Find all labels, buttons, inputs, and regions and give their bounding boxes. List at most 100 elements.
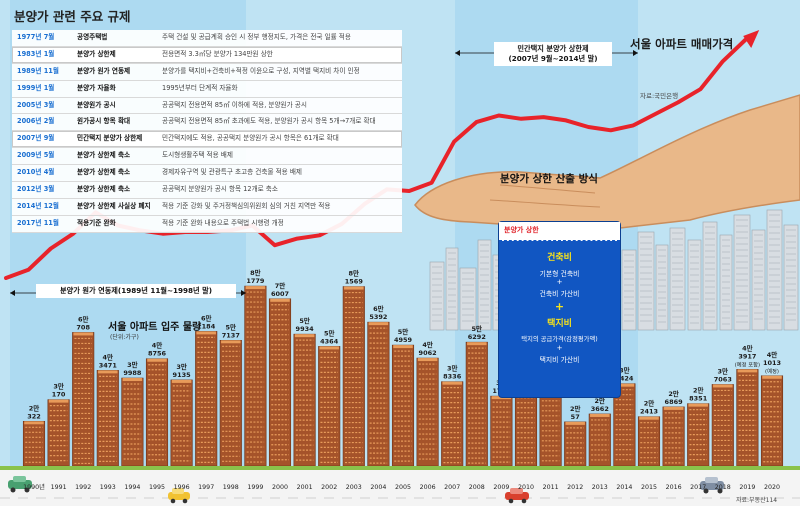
policy-row: 2017년 11월 적용기준 완화 적용 기준 완화 내용으로 주택법 시행령 개정	[12, 215, 402, 233]
policy-name: 민간택지 분양가 상한제	[77, 134, 143, 143]
bar	[268, 298, 292, 467]
policy-name: 분양가 상한제 사실상 폐지	[77, 201, 151, 210]
bar-building	[637, 416, 661, 467]
bar-roof	[98, 370, 118, 374]
formula-badge: 분양가 상한	[504, 226, 539, 234]
skyline-tower	[637, 231, 655, 331]
price-point	[408, 190, 411, 192]
bar-value-label: 9135	[173, 371, 192, 379]
policy-date: 2009년 5월	[17, 151, 55, 160]
bar-value-label: 3471	[99, 361, 118, 369]
year-label: 1990년	[23, 482, 45, 491]
bar-roof	[614, 383, 635, 387]
price-point	[162, 232, 164, 235]
policy-desc: 공공택지 전용면적 85㎡ 초과에도 적용, 분양원가 공시 항목 5개→7개로…	[162, 117, 376, 126]
bar	[736, 369, 759, 467]
policy-desc: 주택 건설 및 공급계획 승인 시 정부 행정지도, 가격은 전국 일률 적용	[162, 33, 351, 41]
skyline-buildings	[429, 209, 799, 331]
price-cap-band-label-line2: (2007년 9월~2014년 말)	[508, 54, 598, 63]
year-label: 2003	[346, 484, 362, 491]
bar-value-label: 3917	[738, 352, 756, 360]
year-label: 2017	[690, 484, 706, 491]
supply-title: 서울 아파트 입주 물량	[108, 322, 202, 333]
bar-building	[662, 406, 685, 467]
bar-building	[564, 421, 587, 467]
price-point	[475, 121, 478, 123]
bar	[22, 420, 46, 467]
hand-finger-lines	[489, 184, 601, 208]
policy-date: 2010년 4월	[17, 168, 55, 177]
year-label: 1999	[247, 484, 263, 491]
policy-date: 1983년 1월	[17, 49, 55, 58]
bar	[244, 285, 267, 467]
bar-building	[47, 399, 70, 467]
bar-value-label: 1013	[763, 359, 781, 367]
bar-value-label: 3만	[53, 382, 64, 391]
bar-roof	[48, 399, 69, 403]
year-label: 1994	[124, 484, 140, 491]
policy-name: 원가공시 항목 확대	[77, 117, 131, 126]
bar-building	[760, 375, 784, 467]
bar-value-label: 4만	[742, 343, 753, 352]
bar-value-label: 3만	[619, 366, 630, 375]
bar-building	[514, 386, 538, 467]
bar-value-label: (예정)	[765, 367, 779, 375]
price-point	[632, 124, 634, 127]
price-point	[296, 237, 299, 240]
policy-name: 분양가 상한제 축소	[77, 151, 131, 160]
bar	[342, 286, 365, 467]
x-axis-labels: 1990년 1991 1992 1993 1994 1995 1996 1997 1998 199…	[23, 482, 780, 491]
bar	[637, 416, 661, 467]
bar-value-label: 4364	[320, 337, 339, 345]
bar	[72, 332, 95, 467]
bar-roof	[688, 403, 708, 407]
bar-building	[145, 358, 169, 467]
year-label: 1995	[149, 484, 165, 491]
bar-value-label: 2만	[29, 403, 40, 412]
bar-building	[441, 381, 464, 467]
year-label: 2007	[444, 484, 460, 491]
bar-value-label: 2만	[668, 389, 679, 398]
bar-building	[318, 346, 341, 467]
bar-roof	[417, 358, 438, 362]
policy-desc: 전용면적 3.3㎡당 분양가 134만원 상한	[162, 49, 273, 58]
policy-date: 2012년 3월	[17, 185, 55, 194]
formula-section2-line1: 택지의 공급가격(감정평가액)	[521, 336, 598, 343]
bar-building	[588, 413, 611, 467]
bar-value-label: 8만	[349, 269, 360, 278]
bar-roof	[270, 298, 290, 302]
bar-value-label: 708	[76, 323, 90, 331]
price-point	[50, 247, 52, 250]
price-point	[699, 88, 702, 91]
bar-roof	[565, 421, 585, 425]
policy-name: 적용기준 완화	[77, 218, 116, 227]
bar-value-label: 5392	[369, 313, 387, 321]
year-label: 2006	[420, 484, 436, 491]
bar-value-label: 7424	[615, 375, 634, 383]
bar-building	[367, 321, 390, 467]
ground	[0, 466, 800, 506]
skyline-tower	[429, 261, 445, 331]
policy-date: 1999년 1월	[17, 83, 55, 92]
bar-building	[121, 377, 144, 467]
policy-desc: 경제자유구역 및 관광특구 초고층 건축물 적용 배제	[162, 168, 302, 177]
policy-date: 2017년 11월	[17, 218, 59, 227]
bar-roof	[344, 286, 364, 290]
year-label: 2020	[764, 484, 780, 491]
year-label: 2004	[370, 484, 386, 491]
bar-building	[96, 370, 119, 467]
policy-name: 분양가 자율화	[77, 83, 116, 92]
bar-building	[465, 341, 488, 467]
cost-linked-band-label: 분양가 원가 연동제(1989년 11월~1998년 말)	[36, 284, 236, 298]
skyline-tower	[702, 221, 718, 331]
price-source: 자료:국민은행	[640, 92, 679, 100]
policy-row: 2006년 2월 원가공시 항목 확대 공공택지 전용면적 85㎡ 초과에도 적용,…	[12, 114, 402, 132]
bar-roof	[221, 340, 241, 344]
bar-value-label: 3만	[127, 360, 138, 369]
bar	[441, 381, 464, 467]
bar-roof	[590, 413, 610, 417]
policy-row: 1989년 11월 분양가 원가 연동제 분양가를 택지비+건축비+적정 이윤으로 …	[12, 63, 402, 81]
bar-roof	[24, 421, 44, 425]
car-icon	[8, 476, 32, 493]
bar-roof	[639, 416, 659, 420]
